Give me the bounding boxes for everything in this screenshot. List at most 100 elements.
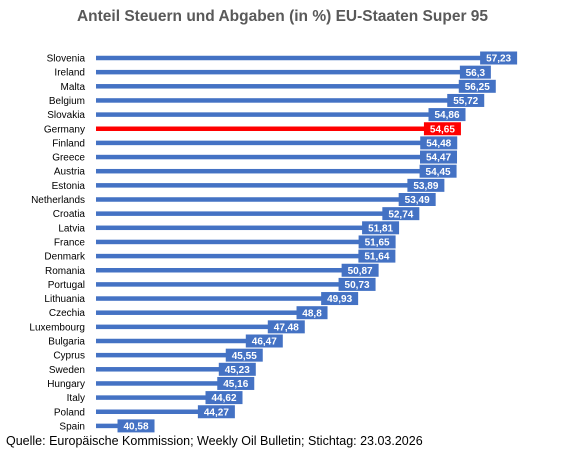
value-label-czechia: 48,8 bbox=[302, 308, 322, 319]
category-labels: Slovenia Ireland Malta Belgium Slovakia Germa… bbox=[29, 54, 86, 433]
category-label-lithuania: Lithuania bbox=[44, 294, 85, 305]
value-label-greece: 54,47 bbox=[426, 153, 451, 164]
value-label-box-germany bbox=[423, 122, 461, 136]
value-label-box-hungary bbox=[217, 376, 255, 390]
value-label-box-lithuania bbox=[321, 292, 359, 306]
bar-belgium bbox=[96, 98, 450, 103]
bar-poland bbox=[96, 409, 200, 414]
bar-france bbox=[96, 239, 361, 245]
value-label-box-croatia bbox=[382, 207, 420, 221]
category-label-hungary: Hungary bbox=[47, 379, 85, 390]
category-label-greece: Greece bbox=[52, 153, 85, 164]
value-label-spain: 40,58 bbox=[124, 422, 149, 433]
value-label-sweden: 45,23 bbox=[225, 365, 250, 376]
category-label-belgium: Belgium bbox=[49, 96, 85, 107]
category-label-romania: Romania bbox=[45, 266, 85, 277]
value-label-box-latvia bbox=[362, 221, 400, 235]
bar-netherlands bbox=[96, 197, 401, 202]
bar-hungary bbox=[96, 381, 220, 386]
value-label-box-austria bbox=[419, 164, 457, 178]
category-label-estonia: Estonia bbox=[52, 181, 86, 192]
bar-latvia bbox=[96, 225, 365, 231]
value-label-box-italy bbox=[205, 391, 243, 405]
value-label-cyprus: 45,55 bbox=[232, 351, 257, 362]
value-label-box-france bbox=[358, 235, 396, 249]
bar-romania bbox=[96, 268, 344, 273]
value-label-box-greece bbox=[420, 150, 458, 164]
category-label-spain: Spain bbox=[59, 421, 85, 432]
bar-luxembourg bbox=[96, 324, 270, 330]
value-label-bulgaria: 46,47 bbox=[252, 337, 277, 348]
category-label-sweden: Sweden bbox=[49, 365, 85, 376]
value-label-box-denmark bbox=[358, 249, 396, 263]
value-label-germany: 54,65 bbox=[430, 124, 455, 135]
bar-cyprus bbox=[96, 352, 228, 358]
value-label-latvia: 51,81 bbox=[368, 223, 393, 234]
value-label-hungary: 45,16 bbox=[223, 379, 248, 390]
value-label-finland: 54,48 bbox=[426, 139, 451, 150]
value-label-box-estonia bbox=[407, 178, 445, 192]
value-label-box-netherlands bbox=[398, 193, 436, 206]
value-label-box-slovakia bbox=[428, 108, 466, 122]
bar-greece bbox=[96, 154, 423, 160]
source-note: Quelle: Europäische Kommission; Weekly O… bbox=[6, 434, 423, 448]
value-label-box-sweden bbox=[218, 362, 256, 376]
category-label-slovakia: Slovakia bbox=[47, 110, 85, 121]
value-label-romania: 50,87 bbox=[348, 266, 373, 277]
category-label-france: France bbox=[54, 237, 86, 248]
bar-finland bbox=[96, 140, 423, 146]
bar-bulgaria bbox=[96, 338, 248, 344]
value-label-luxembourg: 47,48 bbox=[274, 322, 299, 333]
value-label-box-romania bbox=[341, 263, 379, 277]
value-label-box-finland bbox=[420, 136, 458, 150]
bar-czechia bbox=[96, 310, 299, 315]
bar-malta bbox=[96, 84, 461, 89]
value-label-estonia: 53,89 bbox=[413, 181, 438, 192]
value-label-malta: 56,25 bbox=[465, 82, 490, 93]
category-label-finland: Finland bbox=[52, 138, 85, 149]
value-label-box-slovenia bbox=[480, 51, 518, 65]
category-label-latvia: Latvia bbox=[58, 223, 85, 234]
bar-estonia bbox=[96, 183, 410, 188]
category-label-portugal: Portugal bbox=[48, 280, 85, 291]
value-label-box-czechia bbox=[296, 306, 328, 320]
bar-lithuania bbox=[96, 296, 324, 301]
value-label-ireland: 56,3 bbox=[466, 68, 486, 79]
category-label-austria: Austria bbox=[54, 167, 86, 178]
value-label-slovenia: 57,23 bbox=[486, 54, 511, 65]
value-label-box-portugal bbox=[338, 277, 376, 291]
chart-title: Anteil Steuern und Abgaben (in %) EU-Sta… bbox=[76, 8, 489, 25]
bar-ireland bbox=[96, 69, 462, 75]
bar-croatia bbox=[96, 211, 385, 216]
bar-austria bbox=[96, 168, 422, 174]
value-label-portugal: 50,73 bbox=[345, 280, 370, 291]
category-label-ireland: Ireland bbox=[54, 68, 85, 79]
value-label-box-belgium bbox=[447, 93, 485, 107]
bar-sweden bbox=[96, 367, 221, 372]
category-label-netherlands: Netherlands bbox=[31, 195, 85, 206]
bar-portugal bbox=[96, 282, 341, 287]
value-label-austria: 54,45 bbox=[426, 167, 451, 178]
value-label-box-ireland bbox=[459, 65, 491, 79]
value-label-box-luxembourg bbox=[267, 320, 305, 334]
bar-germany bbox=[96, 126, 426, 131]
category-label-luxembourg: Luxembourg bbox=[29, 322, 85, 333]
value-label-box-spain bbox=[117, 419, 155, 433]
category-label-poland: Poland bbox=[54, 407, 85, 418]
value-label-box-poland bbox=[197, 405, 235, 419]
category-label-cyprus: Cyprus bbox=[53, 351, 85, 362]
value-label-france: 51,65 bbox=[365, 238, 390, 249]
value-label-denmark: 51,64 bbox=[364, 252, 389, 263]
category-label-germany: Germany bbox=[44, 124, 85, 135]
bars bbox=[96, 55, 483, 429]
category-label-czechia: Czechia bbox=[49, 308, 86, 319]
category-label-bulgaria: Bulgaria bbox=[48, 337, 85, 348]
category-label-denmark: Denmark bbox=[44, 252, 86, 263]
value-label-lithuania: 49,93 bbox=[327, 294, 352, 305]
category-label-croatia: Croatia bbox=[53, 209, 86, 220]
value-label-box-bulgaria bbox=[245, 334, 283, 348]
value-label-italy: 44,62 bbox=[211, 393, 236, 404]
bar-slovenia bbox=[96, 55, 483, 61]
